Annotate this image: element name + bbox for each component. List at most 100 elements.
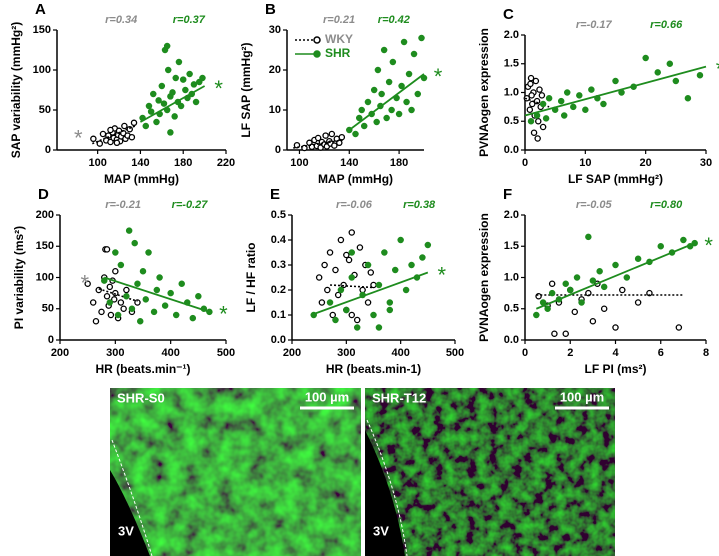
y-tick-label: 150 [33, 24, 51, 36]
point [334, 291, 342, 299]
point [96, 140, 104, 147]
point [588, 86, 595, 93]
point [175, 58, 183, 66]
point [112, 267, 119, 275]
point [145, 102, 153, 110]
significance: * [74, 125, 83, 150]
point [542, 115, 550, 122]
fit-line [139, 85, 206, 123]
point [364, 98, 372, 106]
point [364, 299, 372, 306]
y-tick-label: 100 [33, 64, 51, 76]
point [158, 82, 166, 90]
point [386, 306, 394, 314]
fit-line [329, 284, 374, 289]
point [358, 106, 365, 114]
y-tick-label: 2.0 [504, 29, 519, 41]
point [186, 70, 193, 78]
point [612, 77, 619, 85]
x-tick-label: 100 [290, 157, 308, 169]
point [167, 289, 174, 297]
point [539, 100, 547, 108]
point [532, 77, 540, 85]
point [348, 229, 356, 236]
y-tick-label: 0 [45, 144, 51, 156]
y-tick-label: 50 [39, 104, 51, 116]
series: r=-0.05 [535, 199, 684, 337]
point [326, 299, 334, 306]
x-tick-label: 500 [446, 347, 464, 359]
point [332, 316, 339, 324]
x-tick-label: 500 [217, 347, 235, 359]
x-tick-label: 400 [161, 347, 179, 359]
point [560, 112, 568, 119]
point [315, 274, 323, 281]
significance: * [716, 56, 719, 81]
point [177, 102, 185, 110]
point [545, 95, 553, 102]
x-axis-label: HR (beats.min⁻¹) [95, 362, 190, 376]
point [400, 38, 408, 46]
ventricle [365, 430, 405, 556]
point [375, 281, 383, 289]
point [374, 66, 382, 74]
fit-line [98, 287, 138, 303]
r-value: r=0.34 [105, 14, 137, 26]
y-tick-label: 10 [269, 104, 281, 116]
x-tick-label: 300 [337, 347, 355, 359]
point [89, 299, 97, 306]
scale-label: 100 µm [560, 389, 604, 404]
point [179, 76, 187, 83]
image-texture [110, 388, 361, 556]
point [128, 133, 136, 141]
point [380, 46, 388, 54]
point [92, 317, 100, 325]
series: r=0.66 * [524, 19, 719, 125]
point [562, 280, 569, 287]
point [666, 60, 674, 68]
point [348, 249, 356, 256]
r-value: r=0.21 [323, 14, 355, 26]
chart-panel: 0 2 4 6 8 0.0 0.5 1.0 1.5 2.0 LF PI (ms²) PVNAogen … [477, 186, 713, 376]
point [634, 255, 642, 262]
point [391, 266, 399, 274]
point [563, 89, 571, 96]
x-tick-label: 8 [703, 347, 709, 359]
y-tick-label: 1.0 [504, 271, 519, 283]
point [326, 249, 334, 256]
point [128, 305, 136, 312]
point [571, 308, 579, 316]
point [147, 108, 155, 115]
region-label: 3V [373, 523, 389, 538]
point [578, 299, 585, 306]
point [190, 81, 198, 88]
boundary [366, 419, 408, 556]
point [533, 311, 540, 319]
point [338, 133, 346, 141]
y-axis-label: PVNAogen expression [477, 213, 491, 342]
point [539, 123, 547, 131]
point [398, 82, 405, 90]
series: r=-0.17 [523, 19, 613, 142]
x-axis-label: HR (beats.min-1) [326, 362, 421, 376]
point [675, 324, 683, 331]
point [623, 274, 631, 281]
point [395, 110, 403, 118]
point [548, 280, 556, 287]
point [328, 130, 336, 138]
point [385, 78, 393, 86]
point [113, 139, 121, 147]
point [418, 34, 425, 42]
point [420, 74, 428, 82]
point [142, 122, 150, 130]
point [535, 118, 542, 125]
point [527, 118, 535, 125]
image-label: SHR-S0 [117, 390, 165, 405]
point [314, 134, 322, 142]
point [156, 274, 163, 281]
point [573, 274, 581, 281]
y-tick-label: 0 [275, 144, 281, 156]
chart-panel: 100 140 180 0 10 20 30 MAP (mmHg) LF SAP (mmHg²)… [239, 1, 443, 186]
point [612, 261, 619, 269]
